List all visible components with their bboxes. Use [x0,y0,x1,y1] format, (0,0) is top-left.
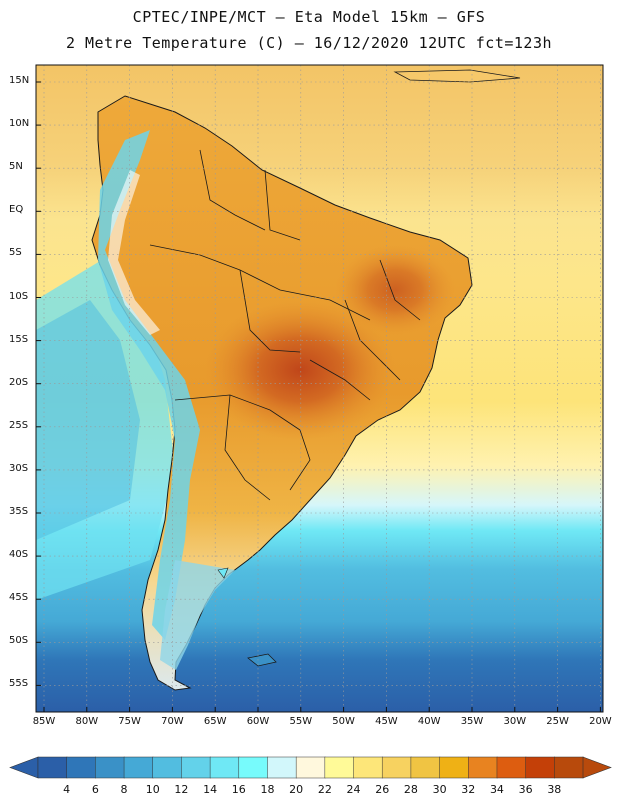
colorbar-label: 24 [346,783,361,796]
falkland-islands [247,653,277,667]
colorbar-label: 10 [145,783,160,796]
colorbar-swatch [66,756,97,779]
latitude-label: 35S [9,506,29,517]
colorbar-label: 36 [518,783,533,796]
latitude-label: 5N [9,161,23,173]
colorbar-swatch [37,756,68,779]
longitude-label: 55W [289,716,313,727]
map-subtitle: 2 Metre Temperature (C) – 16/12/2020 12U… [65,34,553,52]
colorbar-label: 14 [203,783,218,796]
colorbar-label: 12 [174,783,189,796]
colorbar-swatch [468,756,498,779]
latitude-label: 10S [9,290,29,302]
colorbar-swatch [295,756,326,779]
andes-cold-strip [98,130,200,640]
longitude-label: 35W [460,716,484,727]
latitude-label: 10N [9,118,30,130]
latitude-label: 40S [9,549,29,561]
colorbar-swatch [381,756,412,779]
graticule [36,65,603,712]
colorbar-swatch [353,756,383,779]
colorbar-swatch [238,756,269,779]
longitude-label: 60W [246,716,270,727]
longitude-label: 85W [32,716,56,727]
colorbar-label: 20 [289,783,304,796]
colorbar-label: 18 [260,783,275,796]
longitude-label: 75W [118,716,141,727]
colorbar-swatch [209,756,240,779]
patagonia-cool [160,560,235,670]
colorbar-arrow-right [582,756,612,779]
colorbar-arrow-left [9,756,39,779]
colorbar-label: 32 [461,783,476,796]
colorbar-label: 30 [432,783,447,796]
valdes-peninsula [217,567,229,579]
colorbar-swatch [525,756,555,779]
longitude-label: 25W [546,716,569,727]
country-borders [149,149,421,501]
colorbar-label: 22 [317,783,332,796]
longitude-label: 45W [375,716,398,727]
longitude-label: 50W [332,716,355,727]
colorbar-label: 4 [63,783,71,796]
colorbar-swatch [152,756,183,779]
colorbar-swatch [439,756,469,779]
latitude-label: 5S [9,247,22,259]
colorbar-label: 34 [489,783,504,796]
latitude-label: EQ [9,204,24,216]
latitude-label: 20S [9,376,29,388]
colorbar-swatch [324,756,355,779]
colorbar-label: 26 [375,783,390,796]
colorbar-label: 6 [91,783,99,796]
colorbar-swatch [267,756,297,779]
colorbar-swatch [123,756,154,779]
latitude-label: 50S [9,635,29,647]
heat-core-northeast [335,245,455,335]
colorbar-swatch [554,756,584,779]
map-border [35,64,604,713]
map-frame [36,65,603,712]
longitude-label: 40W [417,716,441,727]
colorbar [9,756,612,779]
heat-core [205,300,395,440]
latitude-label: 55S [9,678,29,690]
caribbean-islands [393,69,521,83]
colorbar-label: 28 [403,783,418,796]
colorbar-label: 16 [231,783,246,796]
axis-ticks [36,81,601,712]
colorbar-swatch [181,756,211,779]
longitude-label: 65W [203,716,227,727]
colorbar-label: 8 [120,783,128,796]
longitude-label: 80W [75,716,99,727]
colorbar-swatch [410,756,441,779]
andes-snow [108,170,160,335]
colorbar-swatch [95,756,125,779]
map-title: CPTEC/INPE/MCT – Eta Model 15km – GFS [132,8,486,26]
longitude-label: 20W [589,716,612,727]
latitude-label: 15S [9,333,29,345]
latitude-label: 30S [9,462,29,474]
colorbar-label: 38 [547,783,562,796]
cold-coastal-core [36,300,140,540]
longitude-label: 30W [503,716,527,727]
latitude-label: 45S [9,592,29,604]
longitude-label: 70W [161,716,184,727]
colorbar-swatch [496,756,527,779]
latitude-label: 25S [9,419,29,431]
latitude-label: 15N [9,75,30,86]
